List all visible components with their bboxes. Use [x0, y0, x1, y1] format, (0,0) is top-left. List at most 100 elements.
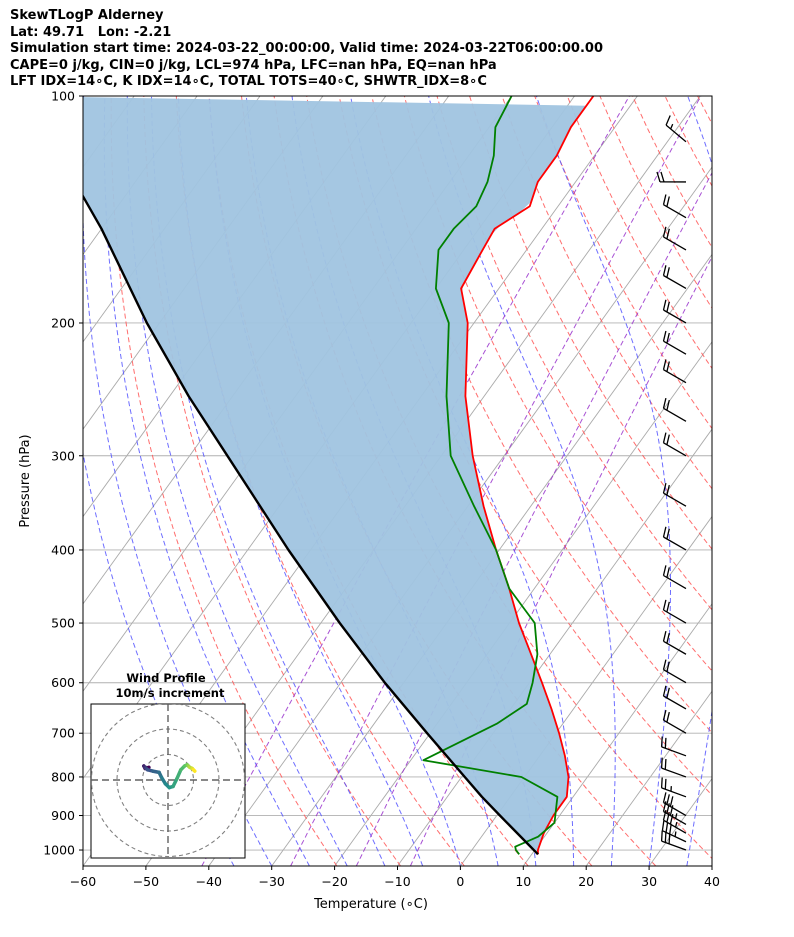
wind-barb-staff	[663, 204, 687, 219]
y-axis: 100 200 300 400 500 600 700 800 900 1000	[43, 89, 83, 858]
wind-barbs	[656, 115, 687, 851]
y-tick-label: 200	[51, 315, 75, 330]
wind-barb-staff	[665, 124, 687, 143]
dry-adiabat	[632, 96, 712, 249]
x-tick-label: −60	[70, 874, 96, 889]
x-axis: −60 −50 −40 −30 −20 −10 0 10 20 30 40	[70, 866, 720, 889]
wind-barb-flag	[666, 267, 670, 278]
wind-barb-flag	[666, 332, 670, 344]
wind-barb-flag	[660, 171, 665, 183]
wind-barb-flag	[660, 736, 663, 747]
wind-barb	[662, 809, 687, 834]
wind-barb	[662, 330, 687, 355]
wind-barb	[662, 801, 687, 826]
wind-barb-flag	[662, 565, 667, 576]
wind-barb-staff	[663, 695, 687, 710]
x-tick-label: 0	[456, 874, 464, 889]
dewpoint-line	[422, 96, 559, 855]
moist-adiabat	[126, 96, 348, 866]
wind-barb	[660, 830, 687, 851]
isotherm	[208, 166, 712, 866]
x-tick-label: 40	[704, 874, 720, 889]
wind-barb-flag	[662, 359, 667, 370]
wind-barb-staff	[663, 819, 687, 834]
x-tick-label: 20	[578, 874, 594, 889]
wind-barb-staff	[663, 719, 687, 734]
wind-barb-half-flag	[674, 821, 678, 828]
wind-barb-flag	[666, 632, 670, 644]
hodograph-subtitle: 10m/s increment	[116, 686, 225, 700]
wind-barb-flag	[664, 778, 667, 790]
wind-barb-flag	[656, 171, 661, 183]
wind-barb-flag	[669, 813, 674, 825]
x-tick-label: −50	[133, 874, 159, 889]
wind-barb-flag	[662, 397, 667, 409]
wind-barb	[662, 526, 687, 551]
wind-barb-half-flag	[674, 813, 678, 819]
y-tick-label: 400	[51, 542, 75, 557]
wind-barb-flag	[662, 194, 667, 205]
dry-adiabat	[110, 96, 338, 866]
wind-barb-staff	[663, 609, 687, 624]
wind-barb	[662, 397, 687, 422]
wind-barb-flag	[666, 434, 670, 445]
dry-adiabat	[143, 96, 402, 866]
wind-barb-flag	[662, 659, 667, 670]
wind-barb-staff	[663, 340, 687, 355]
x-tick-label: −40	[196, 874, 222, 889]
wind-barb-flag	[662, 299, 667, 311]
wind-barb-flag	[662, 792, 667, 803]
skewt-profiles	[83, 96, 595, 856]
wind-barb-flag	[661, 820, 665, 831]
wind-barb-flag	[666, 687, 670, 699]
wind-barb-flag	[660, 757, 663, 769]
wind-barb-flag	[664, 758, 667, 770]
wind-barb-flag	[662, 709, 667, 721]
wind-barb-flag	[666, 361, 670, 372]
wind-barb	[662, 482, 687, 507]
wind-barb	[662, 265, 687, 290]
stability-indices-line: LFT IDX=14∘C, K IDX=14∘C, TOTAL TOTS=40∘…	[10, 74, 487, 89]
wind-barb-flag	[662, 685, 667, 697]
y-tick-label: 100	[51, 89, 75, 104]
isotherm	[711, 865, 712, 866]
moist-adiabat	[151, 96, 386, 866]
y-tick-label: 600	[51, 675, 75, 690]
wind-barb-staff	[663, 236, 687, 251]
wind-barb-staff	[663, 407, 687, 422]
dry-adiabat	[763, 96, 794, 866]
dry-adiabat	[436, 96, 712, 611]
wind-barb-staff	[663, 492, 687, 507]
hodograph-trace-segment	[191, 768, 197, 773]
wind-barb	[662, 792, 687, 817]
wind-barb-staff	[663, 274, 687, 290]
dry-adiabat	[371, 96, 712, 734]
wind-barb	[665, 115, 687, 143]
wind-barb	[660, 777, 687, 798]
wind-barb-staff	[663, 574, 687, 590]
y-tick-label: 800	[51, 769, 75, 784]
wind-barb-flag	[665, 822, 669, 833]
x-tick-label: −20	[321, 874, 347, 889]
wind-barb-flag	[664, 737, 667, 749]
wind-barb	[660, 757, 687, 778]
x-tick-label: −30	[259, 874, 285, 889]
wind-barb-flag	[666, 528, 670, 540]
wind-barb-flag	[662, 526, 667, 538]
isotherm	[271, 253, 712, 866]
wind-barb-flag	[666, 567, 670, 578]
wind-barb-staff	[663, 801, 687, 817]
moist-adiabat	[686, 96, 712, 866]
y-tick-label: 900	[51, 808, 75, 823]
wind-barb-flag	[669, 823, 672, 835]
hodograph-title: Wind Profile	[126, 671, 206, 685]
isotherm	[585, 690, 712, 866]
wind-barb-staff	[663, 536, 687, 551]
wind-barb-flag	[662, 265, 667, 276]
dry-adiabat	[566, 96, 712, 370]
dry-adiabat	[664, 96, 712, 187]
wind-barb-staff	[663, 442, 687, 457]
wind-barb	[662, 599, 687, 624]
x-axis-label: Temperature (∘C)	[313, 897, 428, 912]
